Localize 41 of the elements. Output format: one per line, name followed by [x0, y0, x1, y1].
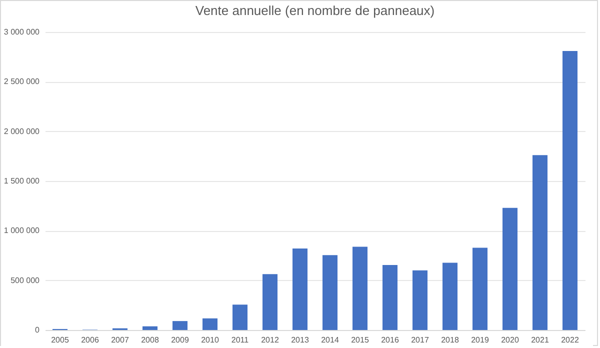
bar: [142, 326, 158, 330]
x-tick-label: 2009: [171, 336, 190, 344]
y-tick-label: 2 500 000: [4, 77, 40, 86]
bar: [292, 248, 308, 330]
x-tick-label: 2010: [201, 336, 220, 344]
chart-title: Vente annuelle (en nombre de panneaux): [195, 3, 435, 18]
bar: [472, 248, 488, 330]
x-tick-label: 2021: [531, 336, 550, 344]
bar: [412, 270, 428, 330]
bar: [352, 246, 368, 330]
x-tick-label: 2017: [411, 336, 430, 344]
x-tick-label: 2005: [51, 336, 70, 344]
y-tick-label: 3 000 000: [4, 28, 40, 36]
bar: [322, 255, 338, 330]
bar: [232, 304, 248, 330]
x-tick-label: 2008: [141, 336, 160, 344]
bar: [172, 321, 188, 330]
x-tick-label: 2011: [231, 336, 250, 344]
y-tick-label: 1 000 000: [4, 226, 40, 236]
bar: [502, 208, 518, 330]
y-tick-label: 2 000 000: [4, 126, 40, 136]
y-tick-label: 500 000: [10, 276, 40, 285]
bar: [202, 318, 218, 330]
x-tick-label: 2006: [81, 336, 100, 344]
x-tick-label: 2016: [381, 336, 400, 344]
x-tick-label: 2013: [291, 336, 310, 344]
bar: [532, 155, 548, 330]
x-tick-label: 2015: [351, 336, 370, 344]
x-tick-label: 2019: [471, 336, 490, 344]
y-tick-label: 1 500 000: [4, 176, 40, 186]
x-tick-label: 2007: [111, 336, 130, 344]
x-tick-label: 2018: [441, 336, 460, 344]
x-tick-label: 2020: [501, 336, 520, 344]
bar: [442, 262, 458, 330]
y-tick-label: 0: [35, 326, 40, 334]
bar: [562, 50, 578, 330]
bar: [262, 274, 278, 330]
bar: [382, 265, 398, 330]
x-tick-label: 2014: [321, 336, 340, 344]
x-tick-label: 2012: [261, 336, 280, 344]
x-tick-label: 2022: [561, 336, 580, 344]
